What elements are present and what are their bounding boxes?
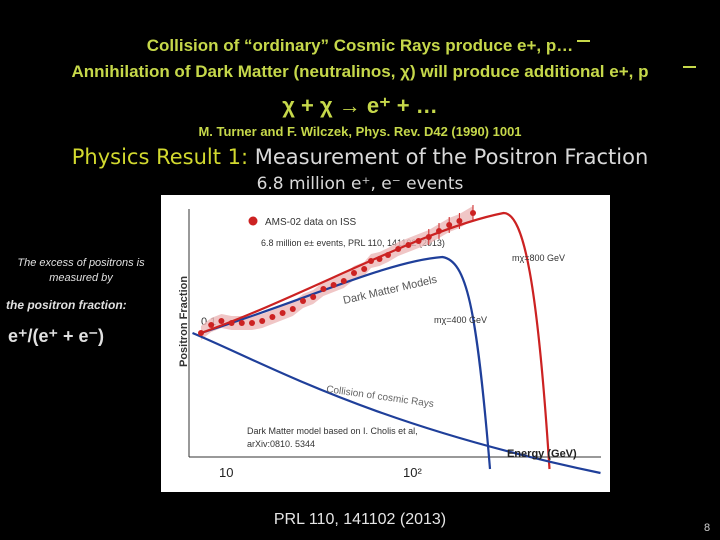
pbar-overline-2 (683, 66, 696, 68)
data-point (208, 322, 215, 328)
side-note-fraction: the positron fraction: (6, 298, 127, 312)
data-point (238, 320, 245, 326)
data-point (405, 242, 412, 248)
data-point (198, 330, 204, 336)
pbar-overline-1 (577, 40, 590, 42)
annotation-m800: mχ=800 GeV (512, 253, 565, 263)
data-uncertainty-band (201, 206, 473, 340)
annihilation-equation: χ + χ → e⁺ + … (282, 93, 438, 118)
result-subtitle: 6.8 million e⁺, e⁻ events (256, 174, 464, 194)
side-formula: e⁺/(e⁺ + e⁻) (8, 326, 105, 346)
data-point (279, 310, 286, 316)
data-point (269, 314, 276, 320)
data-point (259, 318, 266, 324)
chart-svg: AMS-02 data on ISS 6.8 million e± events… (178, 205, 601, 480)
data-point (249, 320, 255, 326)
title-line-1: Collision of “ordinary” Cosmic Rays prod… (146, 36, 574, 55)
data-point (340, 278, 347, 284)
data-point (368, 258, 374, 264)
reference-citation: M. Turner and F. Wilczek, Phys. Rev. D42… (198, 124, 522, 139)
page-number: 8 (704, 522, 711, 534)
title-line-2: Annihilation of Dark Matter (neutralinos… (71, 62, 649, 81)
bottom-citation: PRL 110, 141102 (2013) (273, 511, 447, 528)
data-point (395, 246, 402, 252)
side-note-excess: The excess of positrons is measured by (17, 257, 145, 284)
data-point (289, 306, 296, 312)
legend-label-1: AMS-02 data on ISS (265, 217, 356, 228)
data-point (385, 252, 391, 258)
x-tick-10: 10 (219, 465, 233, 480)
x-axis-label: Energy (GeV) (507, 448, 577, 460)
positron-fraction-chart: AMS-02 data on ISS 6.8 million e± events… (161, 195, 610, 492)
data-points (198, 205, 476, 336)
data-point (310, 294, 317, 300)
annotation-m400: mχ=400 GeV (434, 315, 487, 325)
data-point (351, 270, 357, 276)
legend-marker (248, 216, 258, 226)
result-text: Measurement of the Positron Fraction (248, 145, 649, 169)
data-point (376, 256, 383, 262)
data-point (415, 238, 422, 244)
data-point (330, 282, 337, 288)
data-point (361, 266, 368, 272)
data-point (320, 286, 327, 292)
cosmic-ray-background-curve (192, 331, 601, 475)
y-axis-label: Positron Fraction (178, 276, 190, 367)
dm-model-400-curve (200, 255, 492, 470)
x-tick-100: 10² (403, 465, 422, 480)
result-label: Physics Result 1: (71, 145, 249, 169)
data-point (228, 320, 235, 326)
annotation-model-note-2: arXiv:0810. 5344 (247, 439, 315, 449)
annotation-model-note-1: Dark Matter model based on I. Cholis et … (247, 426, 418, 436)
result-heading: Physics Result 1: Measurement of the Pos… (0, 145, 720, 169)
annotation-cosmic: Collision of cosmic Rays (326, 384, 435, 410)
dm-model-800-curve (200, 211, 551, 470)
data-point (218, 318, 225, 324)
data-point (300, 298, 306, 304)
legend-label-2: 6.8 million e± events, PRL 110, 141102 (… (261, 238, 445, 248)
